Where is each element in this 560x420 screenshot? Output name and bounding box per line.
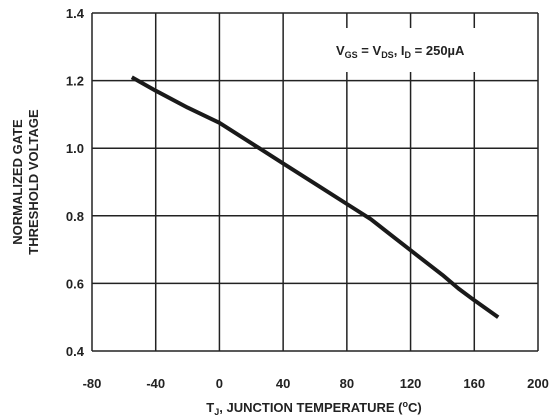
legend-part: D xyxy=(405,50,412,60)
x-axis-title-sup: o xyxy=(402,399,408,409)
y-tick-label: 0.6 xyxy=(66,276,84,291)
y-tick-label: 1.2 xyxy=(66,74,84,89)
y-tick-label: 0.4 xyxy=(66,344,85,359)
legend-part: = V xyxy=(358,43,382,58)
y-tick-label: 1.4 xyxy=(66,6,85,21)
legend-part: GS xyxy=(345,50,358,60)
x-tick-label: -40 xyxy=(146,376,165,391)
x-tick-label: 120 xyxy=(400,376,422,391)
x-tick-label: 200 xyxy=(527,376,549,391)
y-axis-title-line1: NORMALIZED GATE xyxy=(10,119,25,245)
x-tick-label: 80 xyxy=(340,376,354,391)
y-axis-title-2: THRESHOLD VOLTAGE xyxy=(26,109,41,255)
legend-text: VGS = VDS, ID = 250µA xyxy=(336,43,465,60)
x-tick-label: 0 xyxy=(216,376,223,391)
series-line xyxy=(130,75,500,319)
x-tick-labels: -80 -40 0 40 80 120 160 200 xyxy=(83,376,549,391)
x-tick-label: -80 xyxy=(83,376,102,391)
legend-part: = 250µA xyxy=(411,43,465,58)
x-axis-title: TJ, JUNCTION TEMPERATURE (oC) xyxy=(206,399,421,417)
y-tick-labels: 0.4 0.6 0.8 1.0 1.2 1.4 xyxy=(66,6,85,359)
series-layer xyxy=(130,75,500,319)
y-tick-label: 0.8 xyxy=(66,209,84,224)
y-tick-label: 1.0 xyxy=(66,141,84,156)
x-axis-title-sub: J xyxy=(214,407,219,417)
x-axis-title-rest: , JUNCTION TEMPERATURE ( xyxy=(219,400,403,415)
x-tick-label: 160 xyxy=(463,376,485,391)
x-tick-label: 40 xyxy=(276,376,290,391)
legend-part: , I xyxy=(394,43,405,58)
x-axis-title-end: C) xyxy=(408,400,422,415)
x-axis-title-main: T xyxy=(206,400,214,415)
legend-part: DS xyxy=(381,50,394,60)
legend-box xyxy=(330,28,518,72)
legend-part: V xyxy=(336,43,345,58)
legend: VGS = VDS, ID = 250µA xyxy=(330,28,518,72)
y-axis-title-line2: THRESHOLD VOLTAGE xyxy=(26,109,41,255)
y-axis-title: NORMALIZED GATE xyxy=(10,119,25,245)
